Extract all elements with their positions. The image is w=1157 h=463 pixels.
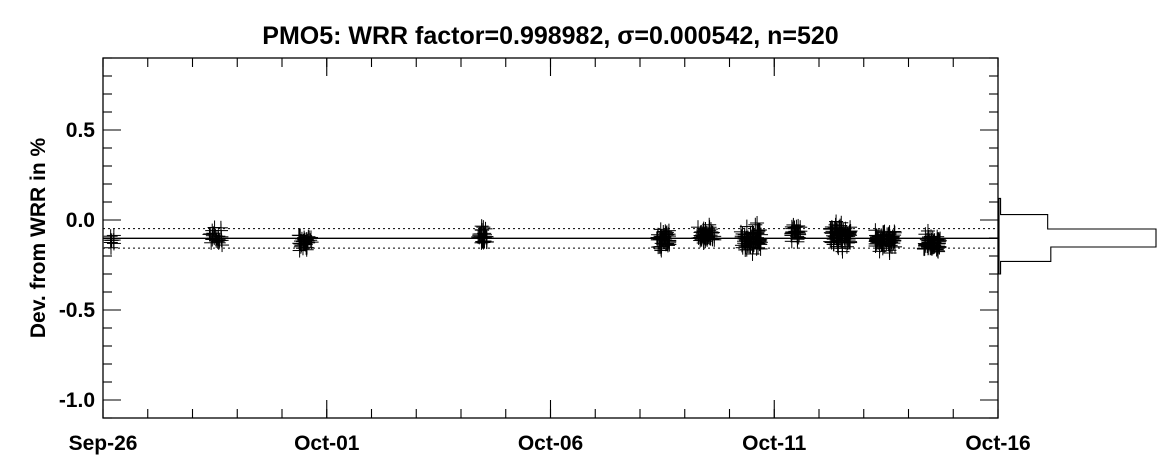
- data-point: [652, 239, 667, 254]
- data-point: [875, 231, 890, 246]
- chart-title: PMO5: WRR factor=0.998982, σ=0.000542, n…: [262, 22, 838, 50]
- x-axis-ticks: [102, 58, 999, 418]
- x-tick-label: Oct-06: [518, 432, 583, 455]
- data-point: [735, 240, 750, 255]
- data-points: [103, 214, 948, 261]
- data-point: [929, 242, 944, 257]
- y-tick-label: -0.5: [59, 299, 96, 322]
- data-point: [826, 237, 841, 252]
- y-tick-label: 0.5: [66, 119, 96, 142]
- data-point: [916, 241, 931, 256]
- data-point: [703, 230, 718, 245]
- data-point: [696, 224, 711, 239]
- data-point: [829, 222, 844, 237]
- data-point: [660, 236, 675, 251]
- reference-lines: [103, 228, 998, 249]
- data-point: [476, 220, 491, 235]
- data-point: [737, 229, 752, 244]
- data-point: [658, 224, 673, 239]
- x-tick-label: Oct-01: [294, 432, 360, 455]
- data-point: [303, 230, 318, 245]
- x-tick-label: Oct-16: [965, 432, 1030, 455]
- deviation-histogram: [998, 197, 1157, 275]
- data-point: [829, 231, 844, 246]
- x-axis-tick-labels: Sep-26 Oct-01 Oct-06 Oct-11 Oct-16: [69, 432, 1031, 455]
- data-point: [830, 234, 845, 249]
- y-tick-label: 0.0: [66, 209, 95, 232]
- data-point: [734, 230, 749, 245]
- data-point: [208, 228, 223, 243]
- data-point: [882, 245, 897, 260]
- data-point: [475, 223, 490, 238]
- data-point: [211, 235, 226, 250]
- data-point: [868, 233, 883, 248]
- data-point: [745, 246, 760, 261]
- data-point: [933, 231, 948, 246]
- data-point: [833, 218, 848, 233]
- data-point: [843, 235, 858, 250]
- data-point: [202, 227, 217, 242]
- data-point: [297, 236, 312, 251]
- data-point: [748, 217, 763, 232]
- data-point: [213, 220, 228, 235]
- data-point: [932, 239, 947, 254]
- data-point: [926, 233, 941, 248]
- data-point: [215, 238, 230, 253]
- data-point: [882, 226, 897, 241]
- data-point: [872, 239, 887, 254]
- data-point: [785, 221, 800, 236]
- data-point: [829, 214, 844, 229]
- data-point: [697, 227, 712, 242]
- y-tick-label: -1.0: [59, 389, 95, 412]
- data-point: [301, 235, 316, 250]
- y-axis-tick-labels: -1.0 -0.5 0.0 0.5: [59, 119, 96, 412]
- y-axis-label: Dev. from WRR in %: [27, 138, 50, 339]
- data-point: [827, 221, 842, 236]
- data-point: [473, 229, 488, 244]
- data-point: [752, 231, 767, 246]
- data-point: [788, 225, 803, 240]
- data-point: [925, 230, 940, 245]
- data-point: [707, 232, 722, 247]
- data-point: [843, 220, 858, 235]
- data-point: [694, 228, 709, 243]
- x-tick-label: Sep-26: [69, 432, 138, 455]
- x-tick-label: Oct-11: [742, 432, 807, 455]
- data-point: [479, 230, 494, 245]
- data-point: [103, 233, 118, 248]
- data-point: [654, 229, 669, 244]
- data-point: [205, 223, 220, 238]
- data-point: [754, 227, 769, 242]
